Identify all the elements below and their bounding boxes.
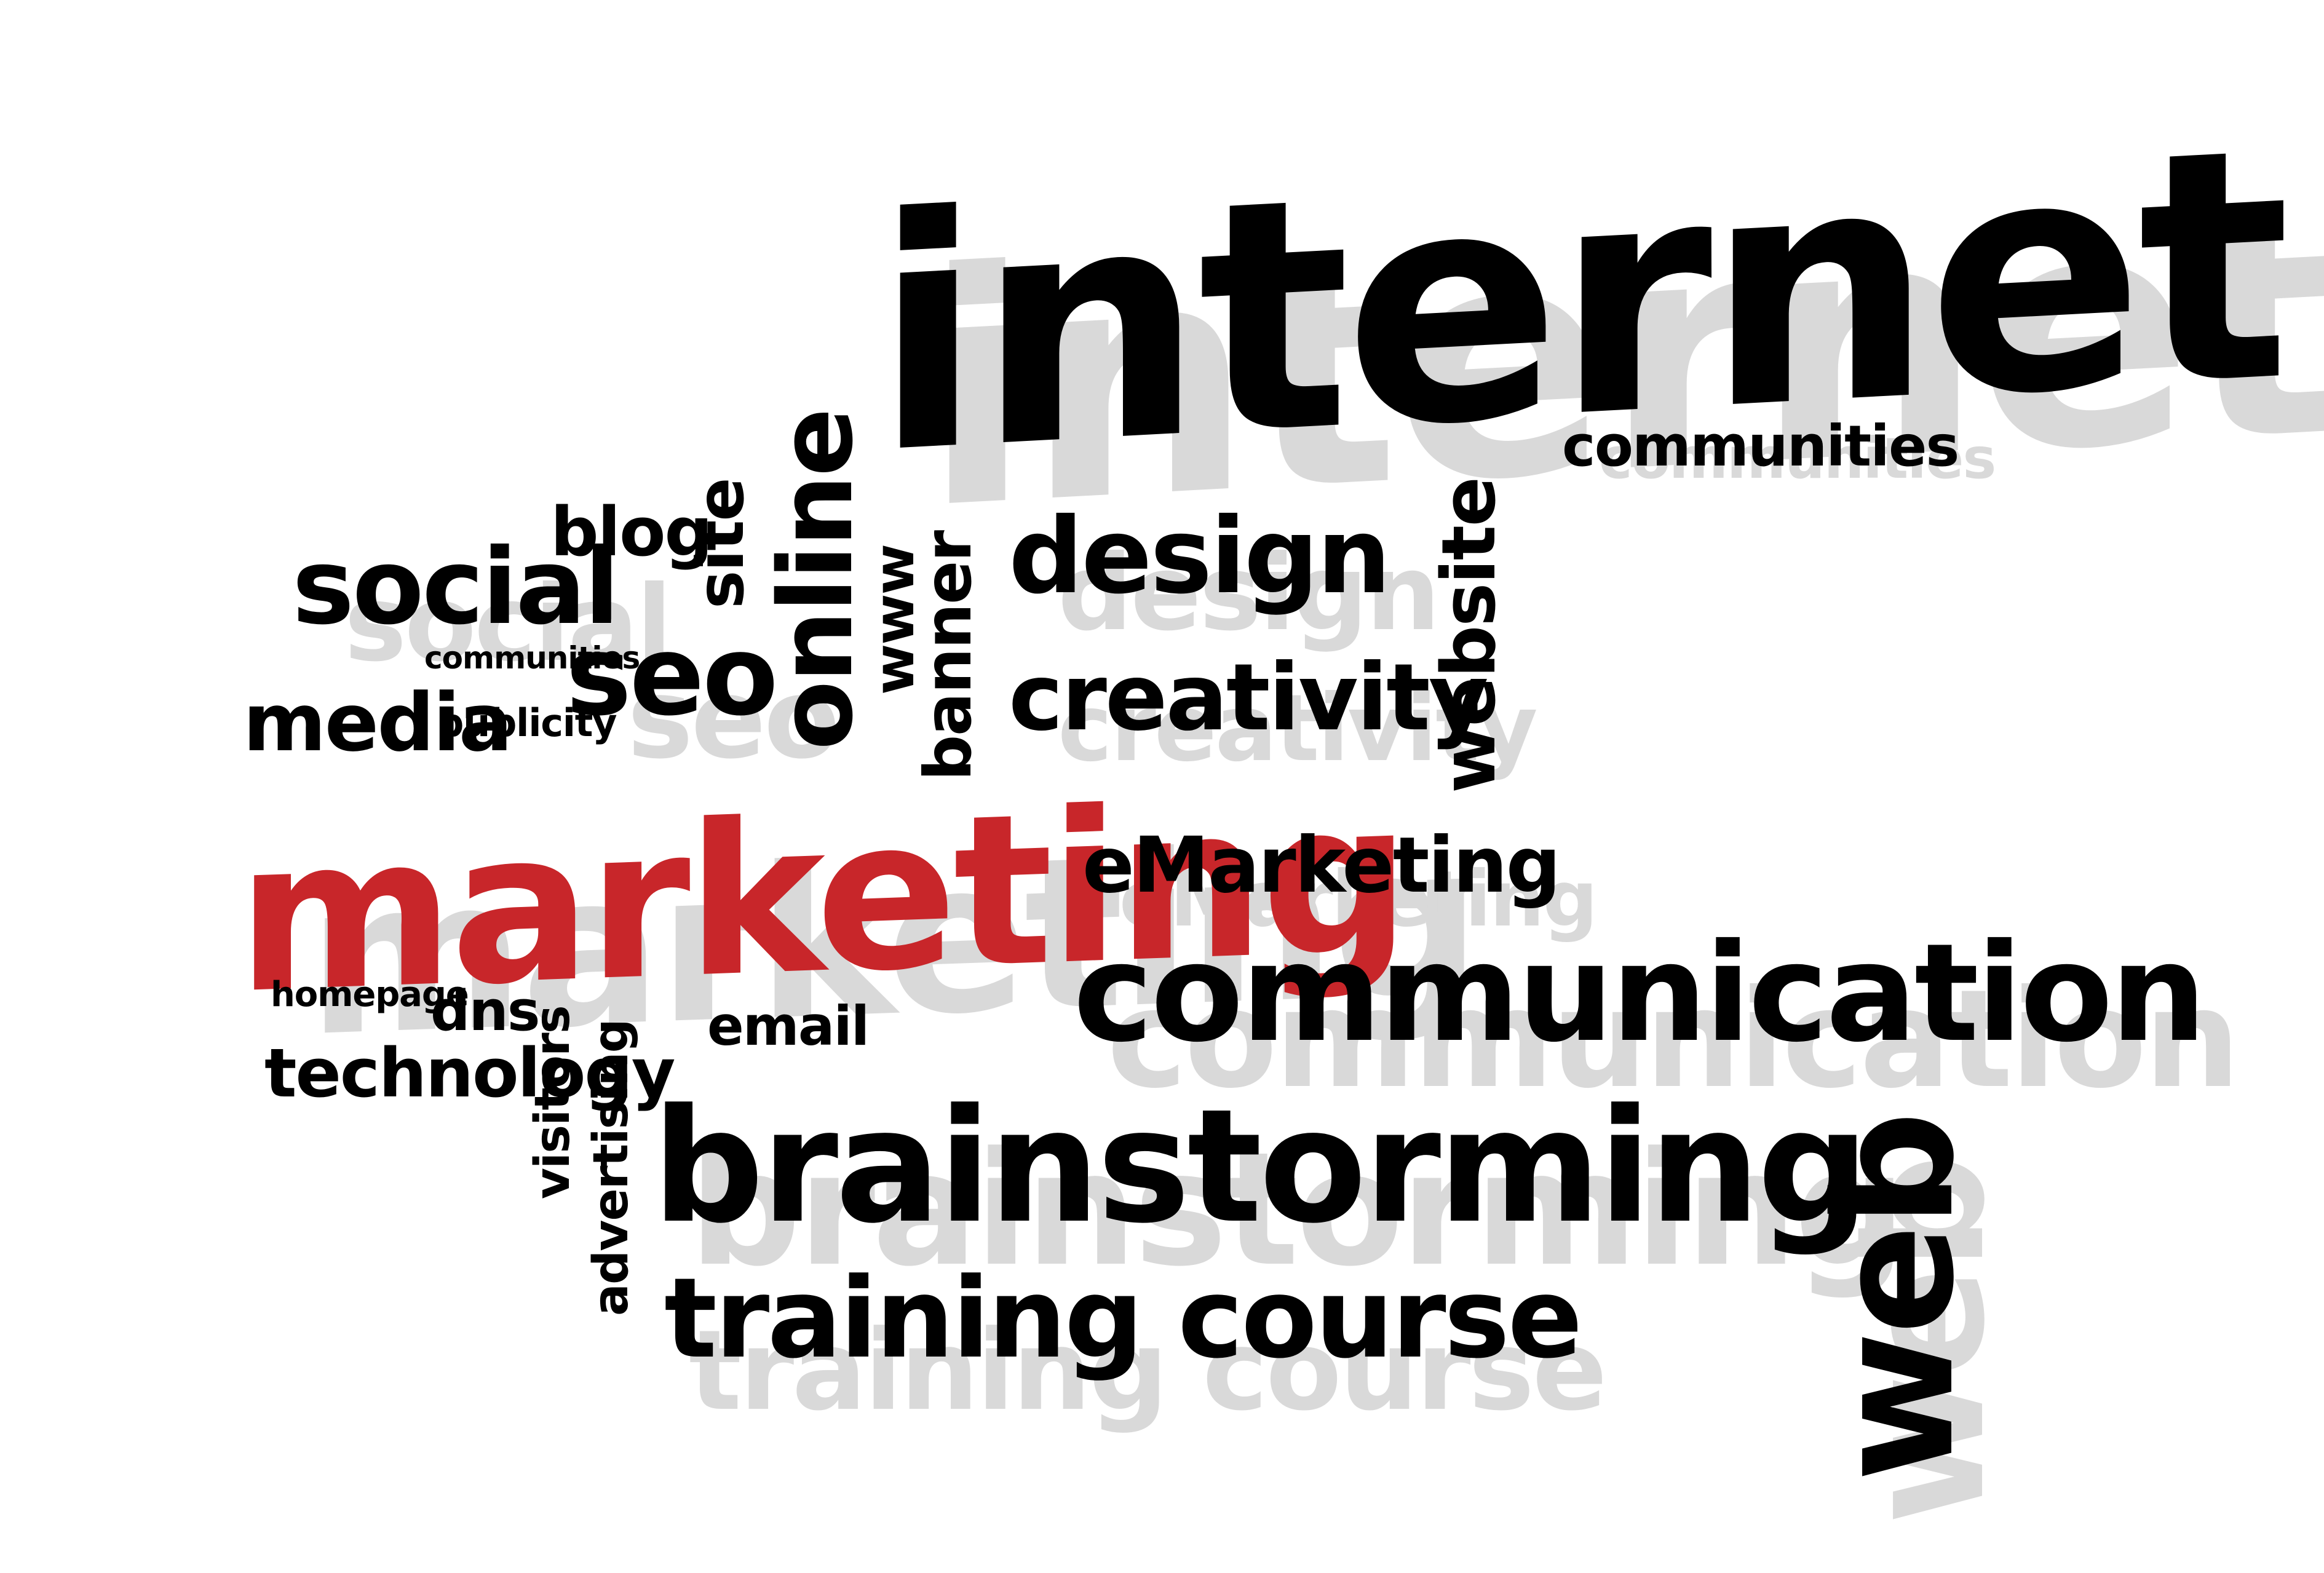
word-design: design — [1009, 496, 1391, 617]
word-communities-small: communities — [424, 640, 640, 676]
word-social: social — [292, 526, 620, 648]
word-media: media — [243, 676, 513, 769]
word-communities-top: communities — [1562, 413, 1959, 479]
word-technology: technology — [264, 1034, 676, 1112]
word-communication-shadow: communication — [1107, 961, 2240, 1118]
word-brainstorming-shadow: brainstorming — [689, 1119, 1906, 1301]
word-creativity-shadow: creativity — [1058, 675, 1538, 782]
word-creativity: creativity — [1009, 644, 1489, 751]
word-publicity: publicity — [437, 700, 617, 745]
word-banner: banner — [911, 531, 986, 781]
word-online: online — [757, 410, 875, 750]
word-communication: communication — [1073, 914, 2207, 1072]
word-emarketing: eMarketing — [1082, 821, 1561, 910]
word-homepage: homepage — [271, 975, 469, 1015]
word-communities-shadow: communities — [1599, 426, 1996, 491]
word-training-course: training course — [664, 1254, 1583, 1383]
word-training-course-shadow: training course — [689, 1307, 1608, 1435]
word-web: web — [1801, 1114, 1990, 1482]
word-brainstorming: brainstorming — [652, 1076, 1870, 1258]
word-emarketing-shadow: eMarketing — [1119, 855, 1598, 944]
word-email: email — [707, 994, 870, 1058]
word-dns: dns — [430, 979, 540, 1044]
word-design-shadow: design — [1058, 533, 1440, 654]
word-website: website — [1427, 478, 1512, 793]
word-seo: seo — [566, 612, 779, 740]
word-social-shadow: social — [344, 563, 672, 685]
word-blog: blog — [550, 493, 713, 571]
word-seo-shadow: seo — [627, 655, 840, 783]
